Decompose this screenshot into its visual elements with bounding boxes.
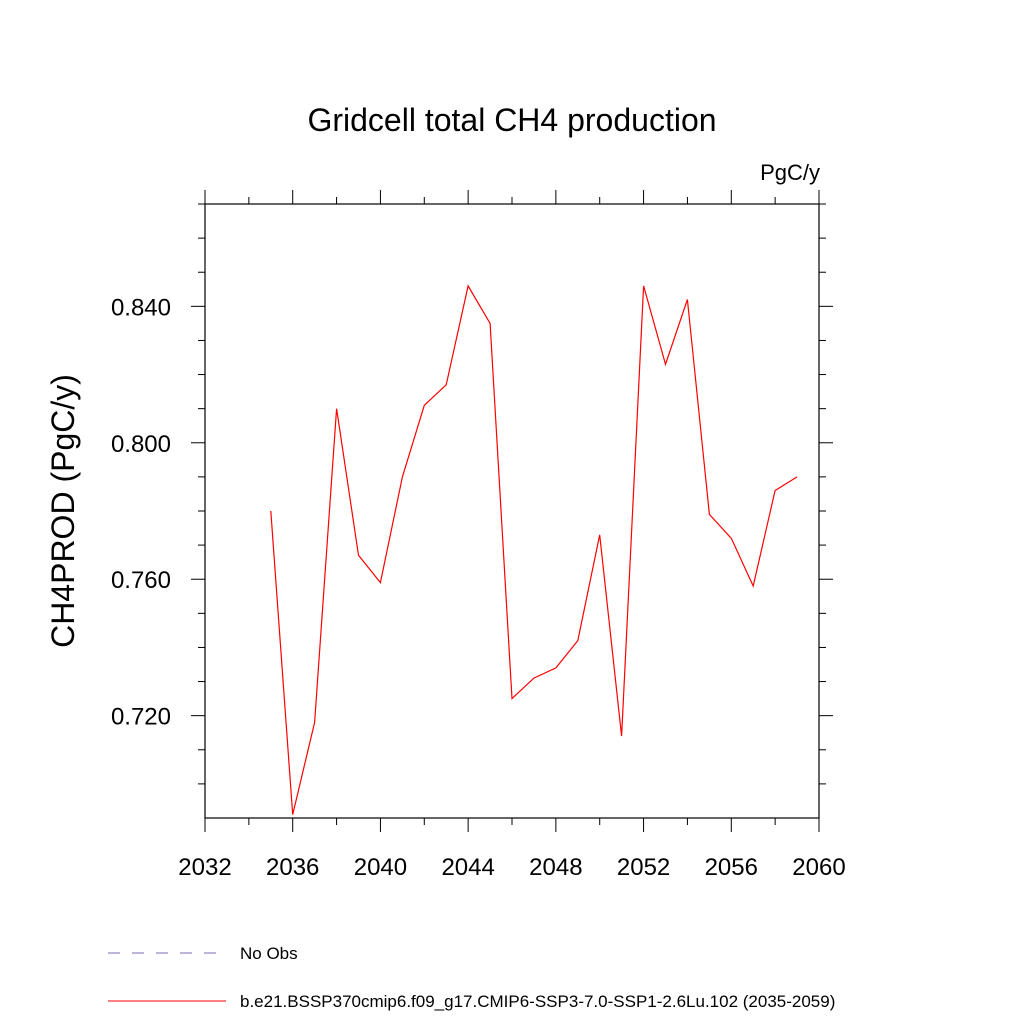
x-tick-label: 2044 — [441, 854, 494, 881]
y-axis-ticks — [191, 203, 833, 785]
legend: No Obs b.e21.BSSP370cmip6.f09_g17.CMIP6-S… — [108, 944, 835, 1011]
legend-label: b.e21.BSSP370cmip6.f09_g17.CMIP6-SSP3-7.… — [240, 992, 835, 1011]
plot-frame — [204, 203, 820, 819]
x-tick-label: 2036 — [266, 854, 319, 881]
x-tick-label: 2060 — [792, 854, 845, 881]
y-tick-label: 0.760 — [111, 567, 171, 594]
x-tick-label: 2056 — [705, 854, 758, 881]
x-tick-label: 2032 — [178, 854, 231, 881]
x-axis-ticks — [204, 190, 820, 832]
units-label: PgC/y — [760, 160, 820, 185]
x-axis-tick-labels: 2032 2036 2040 2044 2048 2052 2056 2060 — [178, 854, 845, 881]
series-layer — [270, 284, 798, 815]
x-tick-label: 2048 — [529, 854, 582, 881]
legend-label: No Obs — [240, 944, 298, 963]
y-tick-label: 0.720 — [111, 704, 171, 731]
y-axis-label: CH4PROD (PgC/y) — [45, 374, 81, 648]
x-tick-label: 2052 — [617, 854, 670, 881]
x-tick-label: 2040 — [354, 854, 407, 881]
series-line — [270, 284, 798, 815]
chart-title: Gridcell total CH4 production — [307, 102, 716, 138]
y-tick-label: 0.800 — [111, 431, 171, 458]
y-tick-label: 0.840 — [111, 294, 171, 321]
y-axis-tick-labels: 0.720 0.760 0.800 0.840 — [111, 294, 171, 730]
